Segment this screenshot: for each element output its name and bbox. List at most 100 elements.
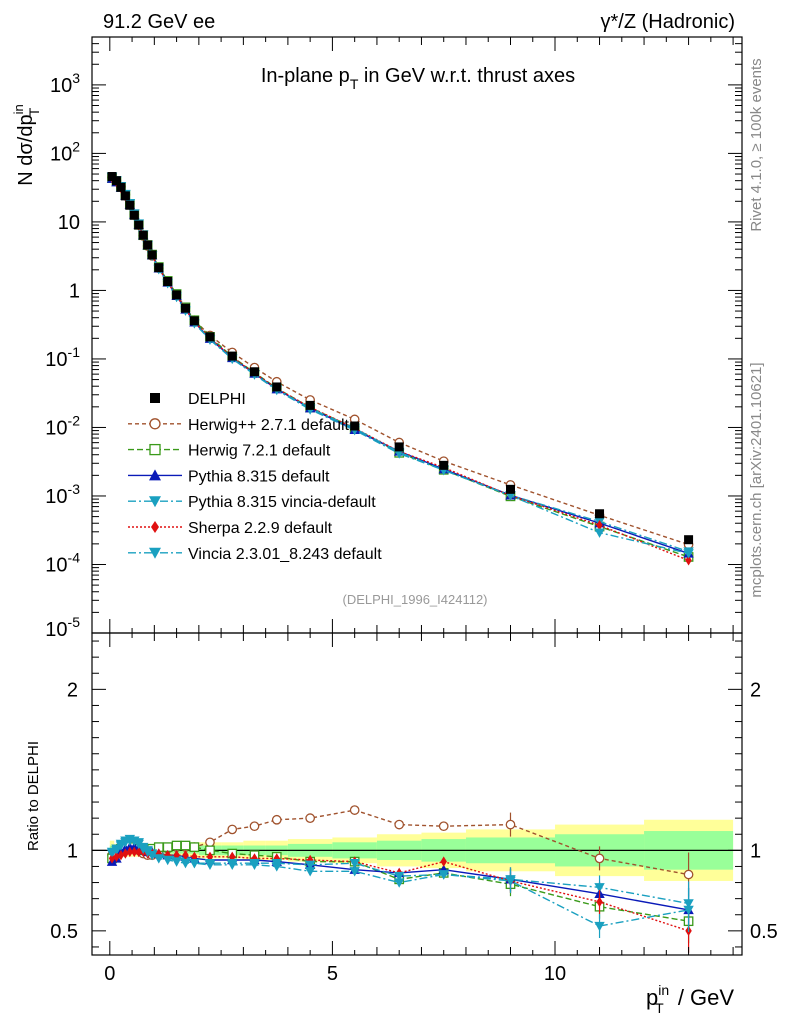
ratio-point-sherpa [117,849,125,861]
main-point-vincia [683,549,694,559]
y-tick-label: 10-2 [45,412,80,439]
ratio-point-vincia [438,870,449,880]
legend-marker [149,547,161,559]
y-tick-label: 10-4 [45,549,80,576]
ratio-point-vincia [683,905,694,916]
ratio-point-herwigpp [683,869,694,880]
data-point [172,290,182,300]
ratio-y-tick-label-right: 1 [750,840,761,862]
ratio-point-vincia [189,859,200,869]
ratio-point-sherpa [229,851,236,862]
ratio-point-sherpa [131,846,138,858]
ratio-panel: 0.5 0.5 1 1 2 2 0 5 10 Ratio to DELPHI pin T / Ge… [25,632,778,1016]
main-panel: 10-4 10-3 10-2 10-1 1 10 102 103 10-5 In-plane p… [11,36,743,641]
x-tick-label: 10 [544,963,566,985]
ratio-point-vincia [146,850,158,861]
ratio-point-vincia [594,921,605,932]
ratio-point-sherpa [126,846,134,858]
ratio-point-sherpa [135,846,142,858]
ratio-point-herwigpp [349,805,360,815]
data-point [116,182,126,192]
ratio-point-vincia [180,859,191,869]
ratio-point-vincia [153,854,164,864]
legend-label: Pythia 8.315 vincia-default [188,494,376,511]
legend-marker [149,469,161,481]
ratio-point-sherpa [440,856,447,867]
ratio-point-sherpa [206,851,214,862]
ratio-point-vincia [304,860,316,871]
legend-marker [150,393,160,403]
data-point [350,421,360,431]
main-title: In-plane pT in GeV w.r.t. thrust axes [261,65,575,92]
data-point [120,191,130,201]
ratio-y-tick-label: 0.5 [50,921,78,943]
ratio-point-vincia [227,859,238,869]
ratio-point-vincia [505,876,516,887]
x-axis-label-text: pin T / GeV [646,982,734,1016]
ratio-point-pythia_vincia [393,878,405,888]
ratio-point-herwigpp [305,813,316,824]
data-point [189,316,199,326]
main-point-sherpa [596,520,603,531]
data-point [205,332,215,342]
ratio-point-pythia_vincia [304,867,316,877]
legend-marker [151,521,159,533]
ratio-point-vincia [349,859,360,869]
y-tick-label: 10-3 [45,481,80,508]
data-point [505,484,515,494]
data-point [147,250,157,260]
ratio-point-herwigpp [205,837,215,848]
legend-label: Vincia 2.3.01_8.243 default [188,546,382,563]
ratio-point-vincia [171,857,182,867]
legend-label: Sherpa 2.2.9 default [188,520,333,537]
ratio-y-tick-label: 1 [67,840,78,862]
ratio-y-tick-label-right: 0.5 [750,921,778,943]
data-point [125,200,135,210]
ratio-point-herwigpp [394,819,405,830]
main-y-axis-label: N dσ/dpinT [11,104,42,185]
y-axis-label-text: N dσ/dpinT [11,104,42,185]
mcplots-label: mcplots.cern.ch [arXiv:2401.10621] [748,362,765,597]
data-point [180,303,190,313]
data-point [111,176,121,186]
ratio-frame [91,632,743,956]
data-point [138,230,148,240]
ratio-point-pythia_vincia [349,867,360,877]
data-point [143,240,153,250]
legend-label: Herwig++ 2.7.1 default [188,417,350,434]
ratio-point-herwigpp [438,821,449,832]
legend-label: DELPHI [188,391,246,408]
ratio-point-herwigpp [505,819,516,830]
main-point-vincia [594,528,605,538]
data-point [227,351,237,361]
ratio-point-vincia [133,839,144,850]
ratio-point-pythia_vincia [594,883,605,893]
legend-marker [149,418,161,430]
x-axis-label: pin T / GeV [646,982,734,1016]
ratio-point-herwigpp [227,824,238,835]
x-tick-label: 0 [104,963,115,985]
ratio-point-vincia [271,859,282,869]
ratio-point-vincia [162,855,173,866]
y-tick-label: 10 [58,212,80,234]
legend-label: Pythia 8.315 default [188,468,330,485]
ratio-point-herwigpp [249,821,260,832]
y-tick-label: 102 [50,138,80,165]
ratio-point-vincia [393,871,405,882]
data-point [163,277,173,287]
legend: DELPHI Herwig++ 2.7.1 default Herwig 7.2.1… [128,391,382,563]
ratio-point-vincia [142,847,153,858]
ratio-y-axis-label: Ratio to DELPHI [25,741,42,851]
ratio-point-sherpa [164,849,171,861]
ratio-point-herwig7 [171,840,182,851]
ratio-point-herwigpp [594,853,605,864]
data-point [684,535,694,545]
ratio-point-sherpa [596,896,603,908]
ratio-point-sherpa [191,851,198,862]
data-point [305,400,315,410]
ratio-point-sherpa [173,849,180,861]
header-left: 91.2 GeV ee [103,11,215,33]
legend-label: Herwig 7.2.1 default [188,443,331,460]
data-point [394,442,404,452]
